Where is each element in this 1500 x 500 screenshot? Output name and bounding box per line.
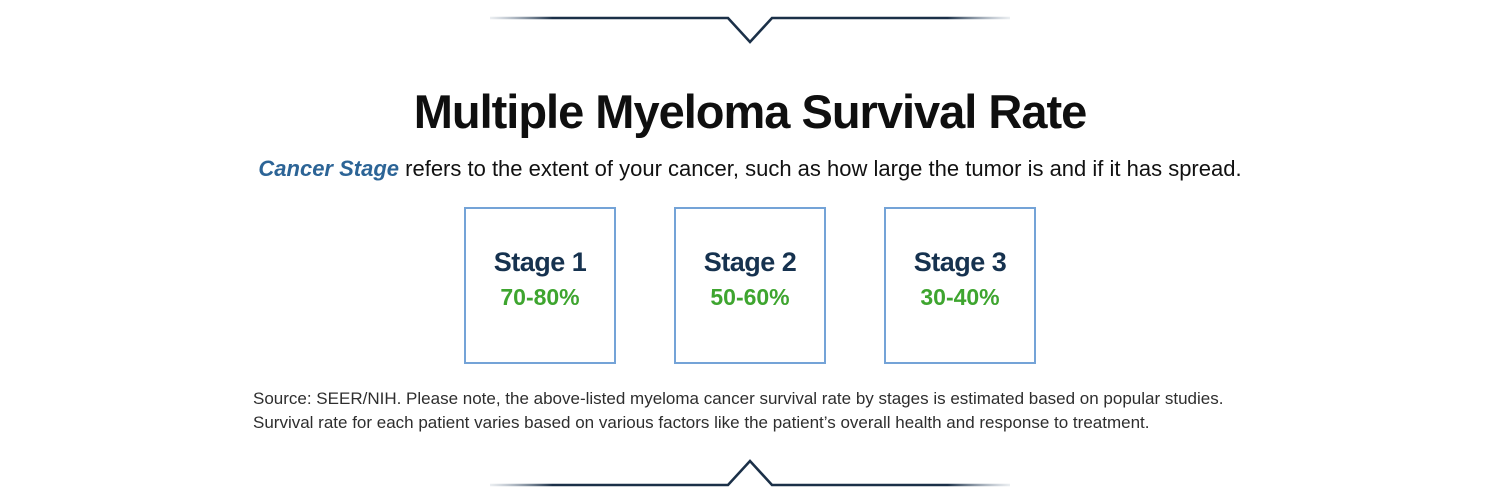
stage-box-2: Stage 2 50-60% — [674, 207, 826, 364]
stage-box-3: Stage 3 30-40% — [884, 207, 1036, 364]
subtitle-highlight: Cancer Stage — [258, 156, 400, 181]
source-note-line1: Source: SEER/NIH. Please note, the above… — [253, 389, 1224, 408]
stage-1-rate: 70-80% — [500, 284, 580, 310]
stage-2-label: Stage 2 — [703, 247, 797, 277]
stage-row: Stage 1 70-80% Stage 2 50-60% Stage 3 30… — [0, 207, 1500, 364]
top-divider-chevron-down — [490, 16, 1010, 44]
subtitle: Cancer Stage refers to the extent of you… — [0, 156, 1500, 182]
stage-2-rate: 50-60% — [710, 284, 790, 310]
stage-1-label: Stage 1 — [493, 247, 587, 277]
bottom-divider-chevron-up — [490, 459, 1010, 487]
stage-box-1: Stage 1 70-80% — [464, 207, 616, 364]
page-title: Multiple Myeloma Survival Rate — [413, 85, 1088, 138]
stage-3-label: Stage 3 — [913, 247, 1007, 277]
source-note: Source: SEER/NIH. Please note, the above… — [253, 387, 1263, 435]
source-note-line2: Survival rate for each patient varies ba… — [253, 413, 1150, 432]
stage-3-rate: 30-40% — [920, 284, 1000, 310]
subtitle-text: refers to the extent of your cancer, suc… — [405, 156, 1242, 181]
